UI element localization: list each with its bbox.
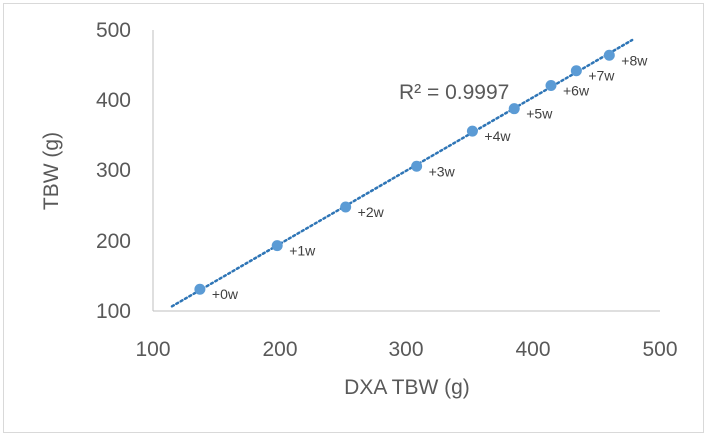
data-point	[194, 283, 206, 295]
x-tick-label: 200	[262, 338, 297, 361]
point-label: +7w	[588, 68, 615, 84]
y-tick-label: 500	[96, 19, 131, 42]
point-label: +2w	[358, 204, 385, 220]
point-label: +6w	[563, 82, 590, 98]
point-label: +8w	[621, 52, 648, 68]
x-tick-label: 500	[642, 338, 677, 361]
data-points	[194, 49, 615, 295]
x-tick-label: 300	[388, 338, 423, 361]
trendline	[170, 38, 634, 308]
x-axis-title: DXA TBW (g)	[344, 376, 470, 399]
y-tick-label: 200	[96, 230, 131, 253]
y-tick-label: 100	[96, 300, 131, 323]
data-point	[340, 201, 352, 213]
data-point	[271, 240, 283, 252]
r-squared-annotation: R² = 0.9997	[399, 81, 509, 104]
point-label: +5w	[526, 106, 553, 122]
point-label: +3w	[429, 163, 456, 179]
point-labels: +0w +1w +2w +3w +4w +5w +6w+7w +8w	[212, 52, 648, 302]
y-axis-title: TBW (g)	[40, 132, 63, 210]
y-tick-label: 300	[96, 159, 131, 182]
data-point	[570, 65, 582, 77]
point-label: +1w	[289, 243, 316, 259]
y-tick-label: 400	[96, 89, 131, 112]
data-point	[411, 160, 423, 172]
x-tick-label: 400	[515, 338, 550, 361]
data-point	[508, 103, 520, 115]
data-point	[545, 79, 557, 91]
x-tick-label: 100	[135, 338, 170, 361]
point-label: +4w	[484, 128, 511, 144]
data-point	[466, 125, 478, 137]
point-label: +0w	[212, 286, 239, 302]
chart-frame	[3, 3, 704, 433]
data-point	[603, 49, 615, 61]
